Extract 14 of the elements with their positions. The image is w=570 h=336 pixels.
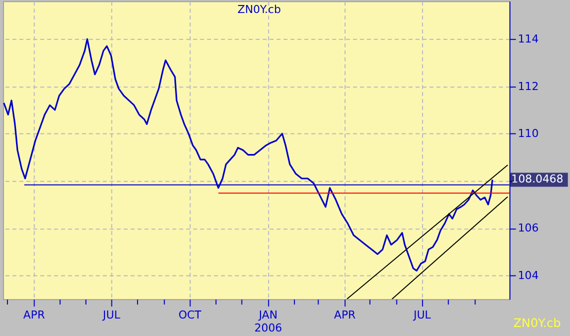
y-tick-label: 106 xyxy=(518,222,539,235)
x-tick-label: APR xyxy=(334,308,356,322)
x-tick-label: JAN 2006 xyxy=(254,308,282,334)
x-tick-label: JUL xyxy=(102,308,122,322)
annotation: 108.0468 xyxy=(511,172,564,186)
text: ZN0Y.cb xyxy=(513,316,561,330)
y-tick-label: 104 xyxy=(518,268,539,282)
x-tick-label: JUL xyxy=(412,308,432,322)
x-tick-label: OCT xyxy=(178,308,202,322)
y-tick-label: 112 xyxy=(518,80,539,93)
y-tick-label: 110 xyxy=(518,127,539,140)
y-tick-label: 114 xyxy=(518,32,539,46)
chart-title: ZN0Y.cb xyxy=(237,3,281,16)
x-tick-label: APR xyxy=(23,308,46,322)
